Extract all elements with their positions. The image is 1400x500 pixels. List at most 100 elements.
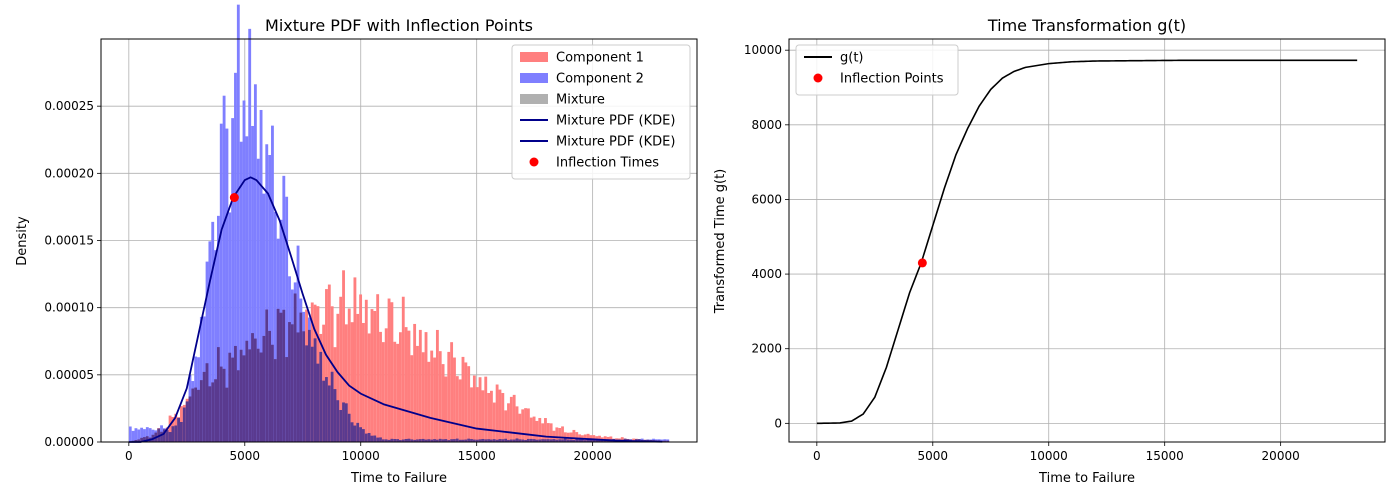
legend-label: Inflection Points bbox=[840, 72, 944, 87]
histogram-bar bbox=[373, 311, 377, 442]
histogram-bar bbox=[242, 100, 246, 443]
histogram-overlap-bar bbox=[319, 351, 323, 442]
histogram-bar bbox=[586, 433, 590, 442]
histogram-overlap-bar bbox=[379, 437, 382, 442]
y-tick-label: 0.00025 bbox=[44, 99, 94, 113]
legend-label: Mixture PDF (KDE) bbox=[556, 135, 675, 150]
histogram-bar bbox=[438, 351, 442, 442]
x-tick-label: 10000 bbox=[1030, 449, 1068, 463]
y-tick-label: 10000 bbox=[744, 43, 782, 57]
legend-label: Mixture PDF (KDE) bbox=[556, 114, 675, 129]
histogram-bar bbox=[256, 158, 260, 443]
histogram-bar bbox=[285, 196, 289, 442]
histogram-bar bbox=[347, 308, 351, 442]
histogram-overlap-bar bbox=[367, 432, 371, 442]
histogram-overlap-bar bbox=[271, 344, 274, 442]
histogram-overlap-bar bbox=[526, 438, 530, 442]
histogram-overlap-bar bbox=[234, 345, 237, 442]
histogram-overlap-bar bbox=[228, 352, 232, 442]
histogram-overlap-bar bbox=[566, 439, 570, 442]
histogram-bar bbox=[413, 323, 417, 442]
histogram-bar bbox=[509, 396, 513, 442]
histogram-bar bbox=[393, 341, 397, 442]
histogram-overlap-bar bbox=[359, 427, 363, 442]
histogram-overlap-bar bbox=[191, 388, 195, 442]
histogram-bar bbox=[339, 296, 343, 442]
histogram-overlap-bar bbox=[194, 387, 198, 442]
histogram-overlap-bar bbox=[572, 440, 576, 442]
histogram-bar bbox=[225, 128, 229, 443]
histogram-overlap-bar bbox=[472, 439, 476, 442]
histogram-bar bbox=[236, 4, 240, 443]
y-tick-label: 0.00020 bbox=[44, 166, 94, 180]
histogram-bar bbox=[145, 427, 149, 442]
histogram-overlap-bar bbox=[387, 439, 391, 442]
histogram-bar bbox=[515, 406, 519, 442]
histogram-overlap-bar bbox=[598, 439, 601, 442]
histogram-overlap-bar bbox=[558, 439, 562, 442]
legend-label: Component 1 bbox=[556, 51, 644, 66]
left-histogram-bars bbox=[128, 4, 670, 443]
histogram-bar bbox=[535, 420, 539, 442]
histogram-bar bbox=[390, 302, 394, 442]
histogram-overlap-bar bbox=[498, 439, 502, 442]
histogram-overlap-bar bbox=[339, 409, 343, 442]
histogram-bar bbox=[435, 329, 439, 442]
histogram-overlap-bar bbox=[353, 425, 357, 442]
histogram-overlap-bar bbox=[421, 438, 425, 442]
right-chart-title: Time Transformation g(t) bbox=[987, 16, 1186, 35]
histogram-overlap-bar bbox=[134, 440, 138, 442]
histogram-overlap-bar bbox=[282, 309, 286, 442]
y-tick-label: 0.00000 bbox=[44, 435, 94, 449]
histogram-overlap-bar bbox=[259, 352, 263, 442]
histogram-overlap-bar bbox=[396, 439, 399, 442]
histogram-bar bbox=[424, 332, 428, 442]
histogram-bar bbox=[273, 211, 277, 442]
histogram-overlap-bar bbox=[538, 439, 542, 442]
right-legend: g(t) Inflection Points bbox=[795, 44, 959, 96]
histogram-bar bbox=[538, 417, 542, 442]
histogram-overlap-bar bbox=[555, 439, 559, 442]
histogram-overlap-bar bbox=[327, 385, 331, 442]
histogram-overlap-bar bbox=[464, 439, 468, 442]
right-plot-frame bbox=[788, 38, 1386, 443]
histogram-overlap-bar bbox=[447, 440, 451, 442]
inflection-point bbox=[917, 258, 927, 268]
histogram-overlap-bar bbox=[214, 379, 217, 442]
histogram-bar bbox=[239, 141, 243, 442]
inflection-point bbox=[229, 193, 239, 203]
histogram-bar bbox=[453, 357, 456, 442]
histogram-overlap-bar bbox=[168, 432, 172, 442]
histogram-bar bbox=[467, 366, 471, 442]
histogram-overlap-bar bbox=[504, 438, 508, 442]
histogram-bar bbox=[450, 342, 454, 442]
histogram-overlap-bar bbox=[225, 387, 229, 442]
histogram-overlap-bar bbox=[583, 440, 587, 442]
histogram-bar bbox=[336, 313, 340, 442]
histogram-bar bbox=[211, 221, 215, 442]
histogram-overlap-bar bbox=[347, 413, 351, 442]
histogram-bar bbox=[441, 364, 445, 442]
histogram-overlap-bar bbox=[515, 438, 519, 442]
histogram-overlap-bar bbox=[444, 439, 448, 442]
histogram-overlap-bar bbox=[399, 440, 402, 442]
histogram-bar bbox=[461, 356, 465, 442]
histogram-bar bbox=[447, 351, 451, 442]
histogram-overlap-bar bbox=[458, 439, 462, 442]
histogram-bar bbox=[416, 345, 419, 442]
histogram-overlap-bar bbox=[333, 389, 337, 442]
histogram-bar bbox=[143, 429, 146, 442]
histogram-overlap-bar bbox=[433, 439, 436, 442]
histogram-bar bbox=[404, 327, 408, 442]
histogram-overlap-bar bbox=[185, 401, 189, 442]
histogram-bar bbox=[327, 284, 331, 442]
histogram-bar bbox=[526, 408, 530, 442]
x-tick-label: 15000 bbox=[1146, 449, 1184, 463]
y-tick-label: 8000 bbox=[751, 118, 782, 132]
histogram-overlap-bar bbox=[322, 380, 326, 442]
histogram-overlap-bar bbox=[242, 355, 246, 442]
histogram-overlap-bar bbox=[208, 386, 212, 442]
histogram-overlap-bar bbox=[401, 439, 405, 442]
histogram-bar bbox=[430, 350, 434, 442]
histogram-bar bbox=[168, 415, 172, 442]
